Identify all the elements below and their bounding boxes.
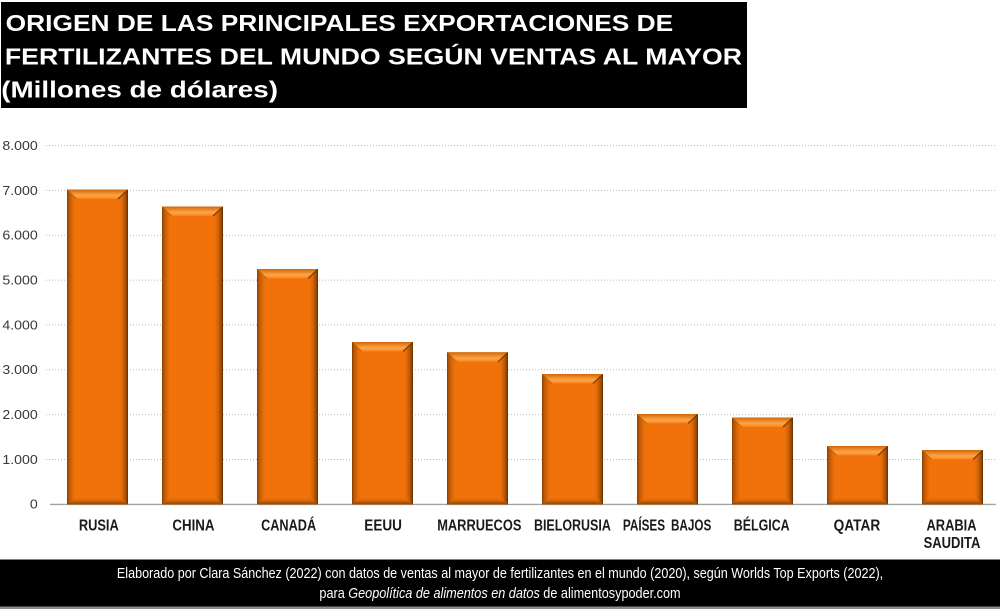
svg-text:ORIGEN DE LAS PRINCIPALES EXPO: ORIGEN DE LAS PRINCIPALES EXPORTACIONES … bbox=[6, 10, 674, 36]
svg-text:SAUDITA: SAUDITA bbox=[924, 535, 981, 552]
svg-text:8.000: 8.000 bbox=[2, 139, 37, 153]
svg-text:(Millones de dólares): (Millones de dólares) bbox=[1, 78, 278, 103]
svg-text:6.000: 6.000 bbox=[2, 228, 37, 242]
svg-text:2.000: 2.000 bbox=[2, 408, 37, 422]
svg-text:4.000: 4.000 bbox=[2, 318, 37, 332]
svg-text:3.000: 3.000 bbox=[2, 363, 37, 377]
svg-text:para Geopolítica de alimentos: para Geopolítica de alimentos en datos d… bbox=[319, 584, 680, 601]
svg-text:CANADÁ: CANADÁ bbox=[261, 516, 316, 533]
svg-text:7.000: 7.000 bbox=[2, 183, 37, 197]
svg-text:0: 0 bbox=[30, 497, 38, 511]
svg-text:CHINA: CHINA bbox=[172, 518, 214, 535]
svg-text:PAÍSES BAJOS: PAÍSES BAJOS bbox=[623, 517, 711, 534]
svg-text:QATAR: QATAR bbox=[834, 518, 881, 535]
svg-text:Elaborado por Clara Sánchez (2: Elaborado por Clara Sánchez (2022) con d… bbox=[117, 564, 883, 581]
svg-text:MARRUECOS: MARRUECOS bbox=[437, 517, 521, 534]
svg-text:RUSIA: RUSIA bbox=[79, 517, 119, 534]
svg-text:BIELORUSIA: BIELORUSIA bbox=[534, 516, 611, 534]
svg-text:BÉLGICA: BÉLGICA bbox=[734, 516, 790, 534]
svg-text:5.000: 5.000 bbox=[2, 273, 37, 287]
svg-text:ARABIA: ARABIA bbox=[927, 517, 977, 534]
svg-text:EEUU: EEUU bbox=[364, 518, 402, 535]
svg-text:1.000: 1.000 bbox=[2, 452, 37, 466]
svg-text:FERTILIZANTES DEL MUNDO SEGÚN: FERTILIZANTES DEL MUNDO SEGÚN VENTAS AL … bbox=[5, 42, 742, 70]
